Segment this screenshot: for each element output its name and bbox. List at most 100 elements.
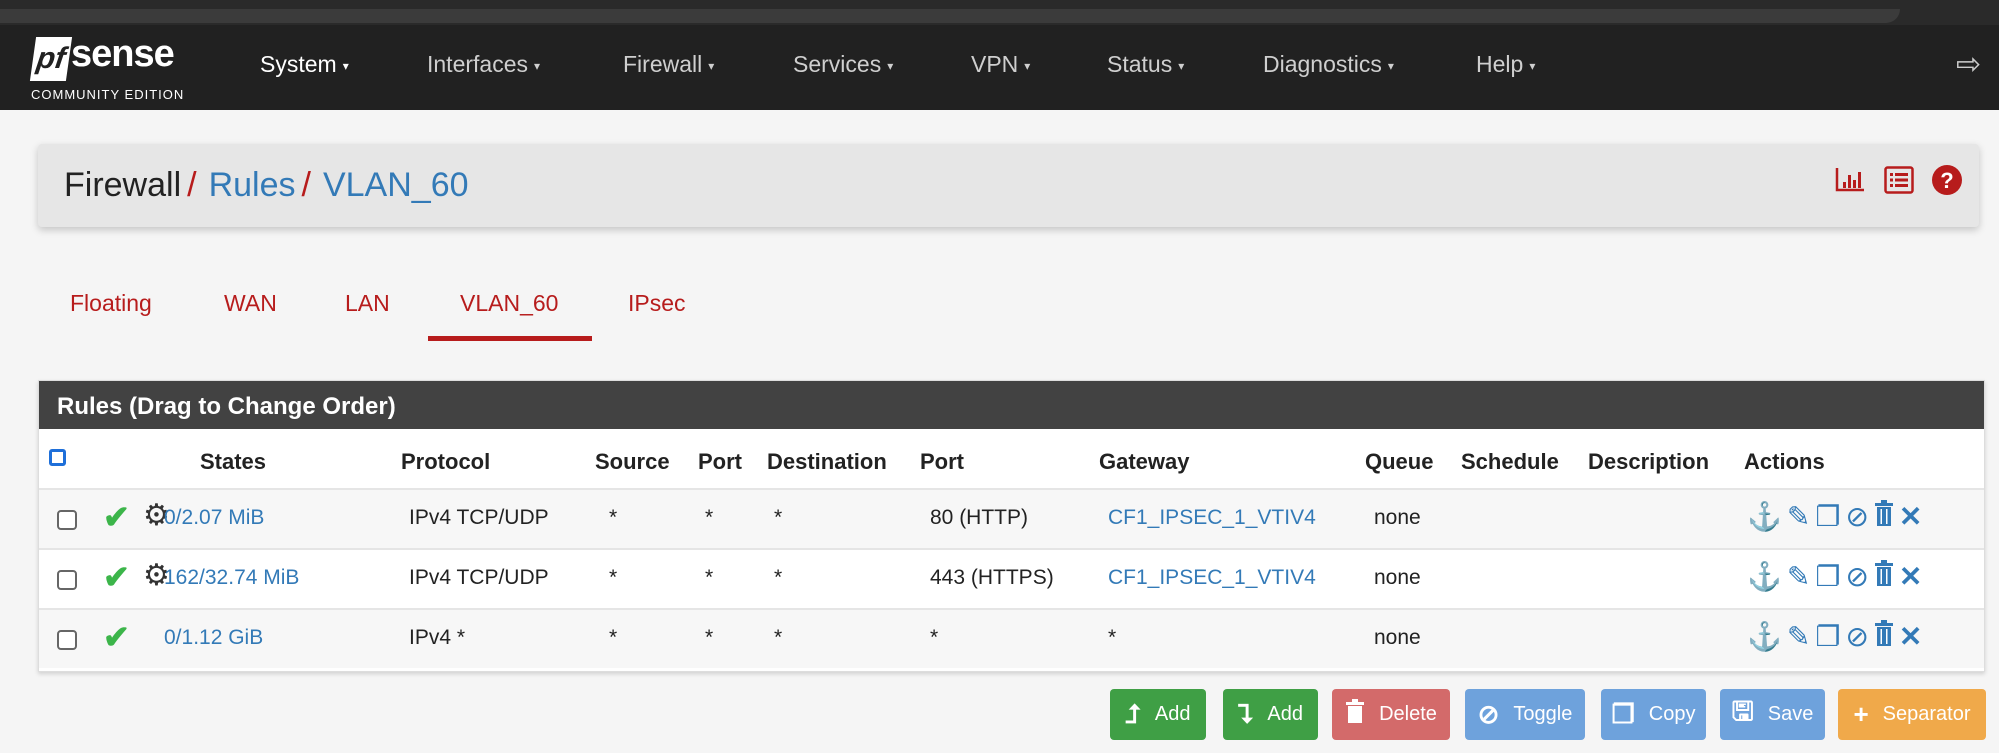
rule-protocol: IPv4 TCP/UDP [409,506,549,529]
nav-firewall[interactable]: Firewall ▾ [623,51,714,78]
rule-row[interactable]: ✔ 0/1.12 GiB IPv4 * * * * * * none ⚓ ✎ ❐ ⊘ ✕ [39,608,1984,668]
caret-down-icon: ▾ [1529,58,1536,73]
rule-gateway[interactable]: CF1_IPSEC_1_VTIV4 [1108,566,1316,589]
button-label: Add [1267,703,1303,725]
breadcrumb-panel: Firewall / Rules / VLAN_60 ? [38,144,1979,227]
col-actions: Actions [1744,449,1825,474]
gear-icon: ⚙ [143,559,170,592]
pencil-icon[interactable]: ✎ [1786,561,1811,592]
add-top-button[interactable]: ⮥ Add [1110,689,1206,740]
caret-down-icon: ▾ [342,58,349,73]
logo-pf-mark: pf [29,37,73,81]
copy-button[interactable]: ❐ Copy [1601,689,1706,740]
row-checkbox[interactable] [57,510,77,530]
toggle-button[interactable]: ⊘ Toggle [1465,689,1585,740]
breadcrumb-firewall: Firewall [64,166,182,204]
delete-x-icon[interactable]: ✕ [1898,561,1923,592]
rule-row[interactable]: ✔ ⚙ 162/32.74 MiB IPv4 TCP/UDP * * * 443 (HTTPS… [39,548,1984,608]
rule-states[interactable]: 0/1.12 GiB [164,626,264,649]
ban-icon[interactable]: ⊘ [1845,561,1869,592]
nav-interfaces[interactable]: Interfaces ▾ [427,51,540,78]
ban-icon[interactable]: ⊘ [1845,501,1869,532]
anchor-icon[interactable]: ⚓ [1747,501,1782,532]
arrow-down-icon: ⮧ [1238,698,1254,729]
pfsense-logo[interactable]: pf sense COMMUNITY EDITION [29,33,211,105]
tab-vlan-60[interactable]: VLAN_60 [460,290,559,316]
trash-icon[interactable] [1874,620,1894,653]
button-label: Separator [1882,703,1971,725]
nav-system[interactable]: System ▾ [260,51,349,78]
rule-destination: * [774,626,783,649]
nav-help[interactable]: Help ▾ [1476,51,1535,78]
col-schedule: Schedule [1461,449,1559,474]
nav-vpn[interactable]: VPN ▾ [971,51,1030,78]
trash-icon [1345,699,1365,730]
delete-x-icon[interactable]: ✕ [1898,501,1923,532]
list-icon[interactable] [1884,166,1914,201]
col-description: Description [1588,449,1710,474]
caret-down-icon: ▾ [1387,58,1394,73]
tab-wan[interactable]: WAN [224,290,277,316]
pass-check-icon[interactable]: ✔ [103,559,130,595]
rule-gateway[interactable]: CF1_IPSEC_1_VTIV4 [1108,506,1316,529]
copy-icon[interactable]: ❐ [1815,561,1841,592]
breadcrumb-current[interactable]: VLAN_60 [322,166,469,204]
navbar: pf sense COMMUNITY EDITION System ▾ Inter… [0,25,1999,110]
browser-band [0,9,1900,23]
col-destination: Destination [767,449,887,474]
copy-icon[interactable]: ❐ [1815,501,1841,532]
nav-label: Firewall [623,51,703,77]
nav-services[interactable]: Services ▾ [793,51,893,78]
help-icon[interactable]: ? [1931,164,1963,203]
nav-diagnostics[interactable]: Diagnostics ▾ [1263,51,1394,78]
row-actions: ⚓ ✎ ❐ ⊘ ✕ [1747,500,1922,533]
row-checkbox[interactable] [57,570,77,590]
rule-queue: none [1374,626,1421,649]
select-all-checkbox[interactable] [49,449,66,466]
copy-icon[interactable]: ❐ [1815,621,1841,652]
trash-icon[interactable] [1874,500,1894,533]
logo-edition: COMMUNITY EDITION [31,87,185,102]
pencil-icon[interactable]: ✎ [1786,621,1811,652]
pass-check-icon[interactable]: ✔ [103,499,130,535]
active-tab-indicator [428,336,592,341]
tab-ipsec[interactable]: IPsec [628,290,686,316]
delete-button[interactable]: Delete [1332,689,1450,740]
delete-x-icon[interactable]: ✕ [1898,621,1923,652]
rule-source-port: * [705,506,714,529]
chart-icon[interactable] [1835,166,1865,199]
col-source-port: Port [698,449,742,474]
trash-icon[interactable] [1874,560,1894,593]
nav-status[interactable]: Status ▾ [1107,51,1184,78]
breadcrumb-sep: / [187,166,197,204]
row-checkbox[interactable] [57,630,77,650]
rule-source-port: * [705,566,714,589]
tab-floating[interactable]: Floating [70,290,152,316]
add-separator-button[interactable]: + Separator [1838,689,1986,740]
breadcrumb-sep: / [301,166,311,204]
rule-queue: none [1374,566,1421,589]
save-button[interactable]: 🖫 Save [1720,689,1825,740]
ban-icon: ⊘ [1477,699,1500,729]
row-actions: ⚓ ✎ ❐ ⊘ ✕ [1747,620,1922,653]
ban-icon[interactable]: ⊘ [1845,621,1869,652]
anchor-icon[interactable]: ⚓ [1747,621,1782,652]
rule-states[interactable]: 162/32.74 MiB [164,566,300,589]
pass-check-icon[interactable]: ✔ [103,619,130,655]
add-bottom-button[interactable]: ⮧ Add [1223,689,1318,740]
button-label: Add [1154,703,1191,725]
rule-states[interactable]: 0/2.07 MiB [164,506,265,529]
gear-icon: ⚙ [143,499,170,532]
col-gateway: Gateway [1099,449,1190,474]
rule-row[interactable]: ✔ ⚙ 0/2.07 MiB IPv4 TCP/UDP * * * 80 (HTTP) CF1_… [39,488,1984,548]
nav-label: Interfaces [427,51,528,77]
col-states: States [200,449,267,474]
rule-source-port: * [705,626,714,649]
caret-down-icon: ▾ [708,58,715,73]
breadcrumb-rules[interactable]: Rules [208,166,296,204]
nav-label: Services [793,51,882,77]
sign-out-icon[interactable]: ⇨ [1956,48,1982,81]
pencil-icon[interactable]: ✎ [1786,501,1811,532]
anchor-icon[interactable]: ⚓ [1747,561,1782,592]
tab-lan[interactable]: LAN [345,290,390,316]
